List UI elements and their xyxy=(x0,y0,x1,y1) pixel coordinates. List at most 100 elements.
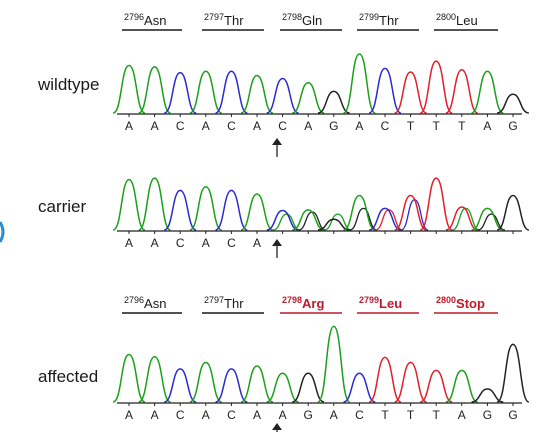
peak xyxy=(419,60,453,114)
base-call: A xyxy=(304,119,312,133)
base-call: A xyxy=(125,408,133,422)
base-call: C xyxy=(227,408,236,422)
peak xyxy=(368,356,402,403)
base-call: T xyxy=(381,408,389,422)
peak xyxy=(215,189,248,231)
codon-label: 2796Asn xyxy=(124,295,166,311)
peak xyxy=(445,369,478,403)
base-call: A xyxy=(151,236,159,250)
base-call: C xyxy=(176,119,185,133)
codon-label: 2800Stop xyxy=(436,295,485,311)
peak xyxy=(292,82,325,114)
peak xyxy=(496,194,530,231)
peak xyxy=(394,194,427,231)
peak xyxy=(471,207,504,231)
base-call: C xyxy=(355,408,364,422)
peak xyxy=(317,325,351,403)
base-call: A xyxy=(253,236,261,250)
peak xyxy=(163,71,197,114)
base-call: A xyxy=(483,119,491,133)
edge-accent xyxy=(0,221,5,243)
peak xyxy=(445,69,479,114)
peak xyxy=(317,218,350,231)
peak xyxy=(112,178,146,231)
arrow-carrier xyxy=(272,239,282,258)
base-call: C xyxy=(227,119,236,133)
secondary-peak xyxy=(477,213,506,231)
peak xyxy=(112,64,146,114)
label-carrier: carrier xyxy=(38,197,87,216)
base-call: T xyxy=(433,408,441,422)
peak xyxy=(496,93,530,114)
peak xyxy=(189,70,223,114)
peak xyxy=(215,70,248,114)
base-call: G xyxy=(508,408,517,422)
secondary-peak xyxy=(324,213,352,231)
peak xyxy=(394,361,427,403)
codon-label: 2797Thr xyxy=(204,12,244,28)
base-call: A xyxy=(151,408,159,422)
peak xyxy=(471,388,504,403)
base-call: C xyxy=(227,236,236,250)
codon-label: 2799Leu xyxy=(359,295,402,311)
peak xyxy=(163,189,197,231)
arrow-affected xyxy=(272,423,282,432)
peak xyxy=(266,77,299,114)
peak xyxy=(343,372,376,403)
peak xyxy=(138,355,171,403)
codon-label: 2799Thr xyxy=(359,12,399,28)
peak xyxy=(215,368,248,403)
base-call: T xyxy=(458,119,466,133)
codon-label: 2798Gln xyxy=(282,12,322,28)
base-call: T xyxy=(407,408,415,422)
base-call: T xyxy=(407,119,415,133)
peak xyxy=(342,53,376,114)
peak xyxy=(496,343,530,403)
base-call: A xyxy=(125,119,133,133)
base-call: G xyxy=(304,408,313,422)
peak xyxy=(240,74,274,114)
peak xyxy=(240,365,274,403)
secondary-peak xyxy=(349,207,378,231)
base-call: T xyxy=(433,119,441,133)
peak xyxy=(368,67,402,114)
base-call: A xyxy=(151,119,159,133)
peak xyxy=(368,207,402,231)
peak xyxy=(266,209,299,231)
codon-label: 2796Asn xyxy=(124,12,166,28)
label-wildtype: wildtype xyxy=(37,75,99,94)
base-call: A xyxy=(330,408,338,422)
base-call: C xyxy=(278,119,287,133)
peak xyxy=(240,193,274,231)
base-call: A xyxy=(279,408,287,422)
peak xyxy=(471,70,504,114)
base-call: A xyxy=(202,408,210,422)
peak xyxy=(317,90,350,114)
codon-labels-bottom: 2796Asn 2797Thr 2798Arg 2799Leu 2800Stop xyxy=(122,295,498,314)
base-call: A xyxy=(202,119,210,133)
peak xyxy=(420,369,453,403)
peak xyxy=(112,353,146,403)
peak xyxy=(138,177,171,231)
base-call: A xyxy=(253,408,261,422)
base-call: A xyxy=(355,119,363,133)
base-call: C xyxy=(176,236,185,250)
base-call: G xyxy=(508,119,517,133)
arrow-wildtype xyxy=(272,138,282,157)
peak xyxy=(343,194,376,231)
base-call: A xyxy=(125,236,133,250)
peak xyxy=(394,71,427,114)
codon-label: 2798Arg xyxy=(282,295,324,311)
base-call: A xyxy=(202,236,210,250)
base-call: A xyxy=(458,408,466,422)
base-call: A xyxy=(253,119,261,133)
peak xyxy=(189,186,223,231)
peak xyxy=(419,177,453,231)
peak xyxy=(164,368,197,403)
peak xyxy=(266,372,299,403)
peak xyxy=(189,361,223,403)
